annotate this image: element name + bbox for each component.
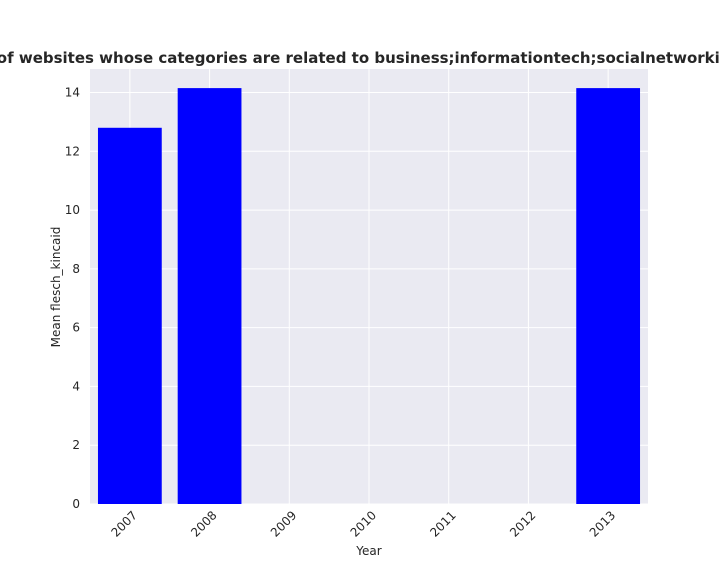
y-tick-label: 10 xyxy=(65,203,80,217)
x-tick-label: 2009 xyxy=(268,508,299,539)
y-tick-label: 14 xyxy=(65,86,80,100)
y-tick-label: 12 xyxy=(65,144,80,158)
bar-2008 xyxy=(177,88,242,504)
y-tick-label: 4 xyxy=(72,379,80,393)
bars xyxy=(97,88,641,504)
bar-2013 xyxy=(576,88,641,504)
y-tick-labels: 0 2 4 6 8 10 12 14 xyxy=(65,86,80,511)
y-tick-label: 8 xyxy=(72,262,80,276)
x-tick-label: 2011 xyxy=(427,508,458,539)
x-tick-labels: 2007 2008 2009 2010 2011 2012 2013 xyxy=(108,508,618,539)
x-axis-label: Year xyxy=(355,544,381,558)
x-tick-label: 2007 xyxy=(108,508,139,539)
y-tick-label: 0 xyxy=(72,497,80,511)
y-axis-label: Mean flesch_kincaid xyxy=(49,227,63,348)
x-tick-label: 2010 xyxy=(348,508,379,539)
x-tick-label: 2012 xyxy=(507,508,538,539)
x-tick-label: 2008 xyxy=(188,508,219,539)
y-tick-label: 2 xyxy=(72,438,80,452)
y-tick-label: 6 xyxy=(72,321,80,335)
chart-title: Mean flesch_kincaid in privacy policies … xyxy=(0,49,720,67)
x-tick-label: 2013 xyxy=(587,508,618,539)
bar-2007 xyxy=(97,127,162,504)
